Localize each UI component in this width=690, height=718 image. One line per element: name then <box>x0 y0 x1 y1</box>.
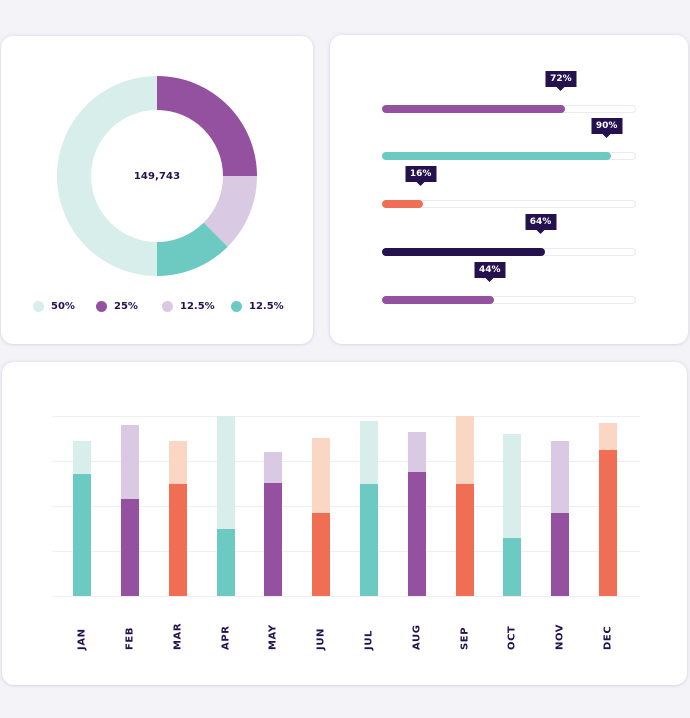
x-axis-label: APR <box>220 625 232 650</box>
donut-segment <box>57 76 157 276</box>
stacked-bar <box>360 421 378 596</box>
progress-track <box>382 296 636 304</box>
legend-dot-icon <box>96 300 107 312</box>
stacked-bar <box>599 423 617 596</box>
progress-fill <box>382 200 423 208</box>
legend-dot-icon <box>231 300 242 312</box>
bar-chart-plot-area <box>52 416 640 597</box>
stacked-bar <box>408 432 426 596</box>
legend-item: 12.5% <box>162 298 215 314</box>
legend-dot-icon <box>33 300 44 312</box>
gridline <box>52 551 640 552</box>
progress-bar: 64% <box>382 214 636 256</box>
bar-segment-primary <box>121 498 139 596</box>
bar-segment-primary <box>503 538 521 596</box>
x-axis-label: MAR <box>172 622 184 650</box>
monthly-bar-chart-card: JAN FEB MAR APR MAY JUN JUL AUG SEP OCT NOV DEC <box>2 362 687 685</box>
donut-segment <box>157 76 257 176</box>
value-tooltip: 72% <box>545 71 577 87</box>
bar-segment-primary <box>217 529 235 596</box>
stacked-bar <box>264 452 282 596</box>
legend-label: 50% <box>51 300 75 312</box>
bar-segment-primary <box>169 484 187 596</box>
donut-chart: 149,743 <box>57 76 257 276</box>
progress-bar: 16% <box>382 166 636 208</box>
bar-segment-primary <box>312 513 330 596</box>
stacked-bar <box>503 434 521 596</box>
progress-bar: 72% <box>382 71 636 113</box>
value-tooltip: 64% <box>525 214 557 230</box>
value-tooltip: 16% <box>405 166 437 182</box>
stacked-bar <box>121 425 139 596</box>
bar-segment-primary <box>360 484 378 596</box>
bar-segment-primary <box>599 450 617 596</box>
x-axis-label: SEP <box>459 626 471 650</box>
progress-fill <box>382 296 494 304</box>
gridline <box>52 596 640 597</box>
stacked-bar <box>312 437 330 596</box>
donut-chart-card: 149,743 50% 25% 12.5% 12.5% <box>1 36 313 344</box>
x-axis-label: JAN <box>76 628 88 650</box>
value-tooltip: 90% <box>591 118 623 134</box>
bar-segment-primary <box>408 471 426 596</box>
progress-fill <box>382 248 545 256</box>
progress-track <box>382 200 636 208</box>
x-axis-label: MAY <box>267 624 279 650</box>
x-axis-label: FEB <box>124 626 136 650</box>
progress-fill <box>382 152 611 160</box>
stacked-bar <box>217 416 235 596</box>
x-axis-label: DEC <box>602 625 614 650</box>
stacked-bar <box>456 416 474 596</box>
stacked-bar <box>169 441 187 596</box>
x-axis-label: AUG <box>411 624 423 650</box>
donut-segment <box>157 222 228 276</box>
legend-label: 12.5% <box>180 300 215 312</box>
stacked-bar <box>73 441 91 596</box>
legend-item: 12.5% <box>231 298 284 314</box>
legend-label: 12.5% <box>249 300 284 312</box>
progress-fill <box>382 105 565 113</box>
bar-segment-primary <box>73 473 91 596</box>
bar-segment-primary <box>456 484 474 596</box>
bar-segment-primary <box>264 482 282 596</box>
legend-label: 25% <box>114 300 138 312</box>
legend-item: 25% <box>96 298 138 314</box>
legend-item: 50% <box>33 298 75 314</box>
x-axis-label: JUN <box>315 627 327 650</box>
gridline <box>52 416 640 417</box>
gridline <box>52 461 640 462</box>
value-tooltip: 44% <box>474 262 506 278</box>
legend-dot-icon <box>162 300 173 312</box>
bar-segment-primary <box>551 513 569 596</box>
gridline <box>52 506 640 507</box>
donut-ring <box>57 76 257 276</box>
stacked-bar <box>551 441 569 596</box>
x-axis-label: OCT <box>506 625 518 650</box>
donut-legend: 50% 25% 12.5% 12.5% <box>1 298 313 314</box>
donut-center-value: 149,743 <box>133 170 181 182</box>
progress-bar: 44% <box>382 262 636 304</box>
x-axis-label: JUL <box>363 629 375 650</box>
progress-bars-card: 72% 90% 16% 64% 44% <box>330 35 688 344</box>
donut-segment <box>203 176 257 247</box>
progress-bar: 90% <box>382 118 636 160</box>
x-axis-label: NOV <box>554 623 566 650</box>
